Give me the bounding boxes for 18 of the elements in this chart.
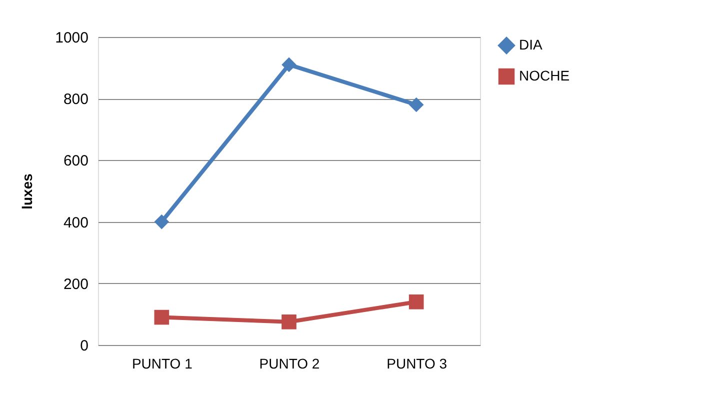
x-tick-label: PUNTO 3: [386, 356, 448, 372]
point: [154, 310, 170, 325]
y-tick-label: 0: [80, 338, 88, 354]
y-tick-label: 600: [63, 152, 88, 170]
point: [282, 57, 296, 72]
point: [282, 314, 296, 330]
point: [408, 294, 424, 310]
y-tick-label: 800: [63, 91, 88, 108]
legend-label: DIA: [519, 36, 543, 52]
x-tick-label: PUNTO 1: [132, 356, 193, 372]
y-tick-label: 200: [63, 276, 88, 293]
legend-label: NOCHE: [519, 68, 570, 84]
y-axis-title: luxes: [19, 173, 36, 210]
point: [408, 97, 424, 112]
x-tick-label: PUNTO 2: [259, 356, 320, 372]
point: [154, 214, 170, 230]
y-tick-label: 400: [63, 214, 88, 232]
y-tick-label: 1000: [55, 30, 88, 46]
